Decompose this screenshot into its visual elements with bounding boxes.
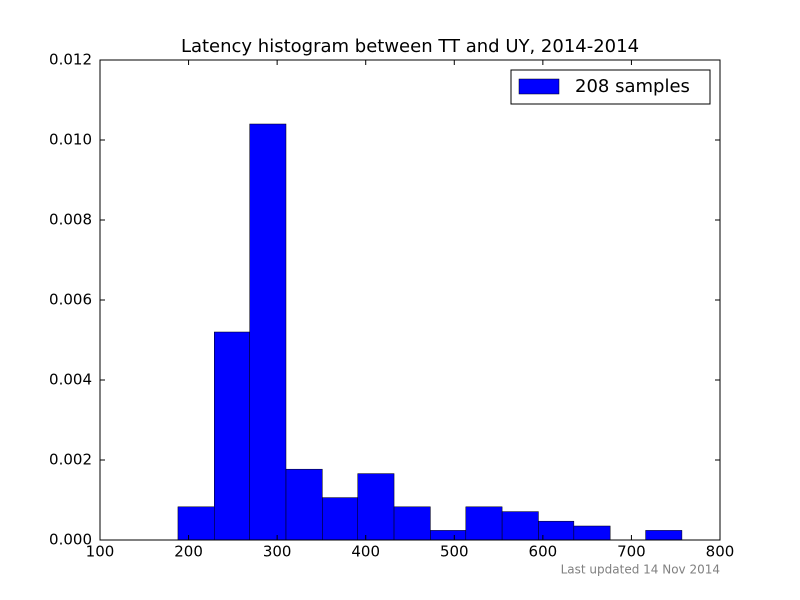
y-tick-label: 0.002	[49, 451, 92, 469]
y-tick-label: 0.010	[49, 131, 92, 149]
x-tick-label: 700	[617, 543, 646, 561]
y-tick-label: 0.006	[49, 291, 92, 309]
x-tick-label: 500	[440, 543, 469, 561]
bar	[285, 468, 323, 541]
chart-title: Latency histogram between TT and UY, 201…	[181, 36, 639, 57]
x-tick-label: 200	[174, 543, 203, 561]
bar	[357, 473, 395, 541]
bar	[501, 511, 539, 541]
bar	[538, 520, 575, 541]
y-tick-label: 0.008	[49, 211, 92, 229]
bar	[177, 506, 215, 541]
bar	[249, 123, 287, 541]
footnote: Last updated 14 Nov 2014	[561, 563, 720, 577]
bar	[393, 506, 431, 541]
x-tick-label: 800	[706, 543, 735, 561]
x-tick-label: 600	[529, 543, 558, 561]
bar	[430, 530, 467, 541]
bar	[573, 525, 611, 541]
bar	[645, 530, 683, 541]
x-tick-label: 400	[351, 543, 380, 561]
y-tick-label: 0.000	[49, 531, 92, 549]
bar	[322, 497, 358, 541]
x-tick-label: 300	[263, 543, 292, 561]
legend-label: 208 samples	[575, 76, 690, 97]
y-tick-label: 0.012	[49, 51, 92, 69]
legend-swatch	[518, 78, 560, 95]
bar	[465, 506, 503, 541]
x-tick-label: 100	[86, 543, 115, 561]
bar	[214, 331, 250, 541]
y-tick-label: 0.004	[49, 371, 92, 389]
